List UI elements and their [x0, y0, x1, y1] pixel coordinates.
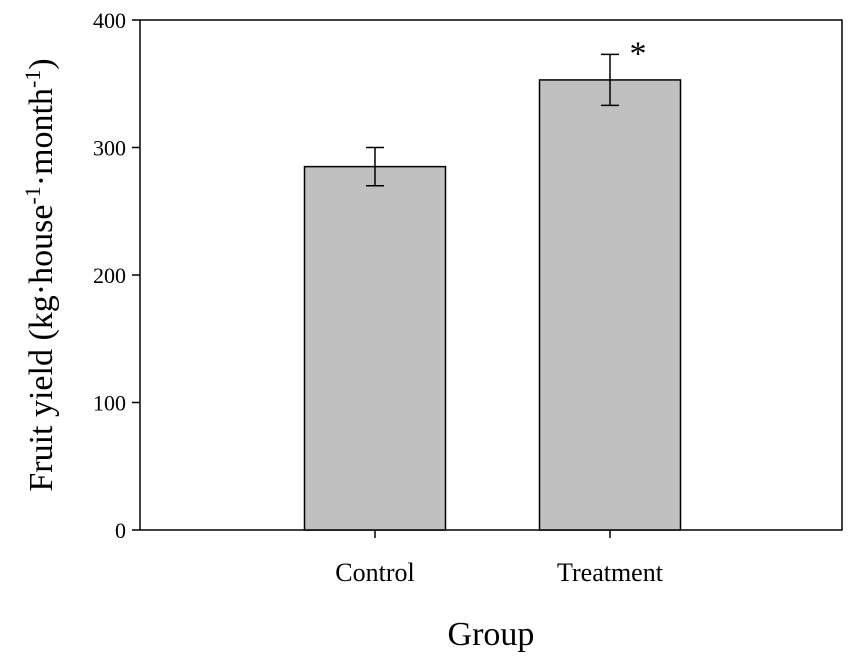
bars: * — [303, 35, 682, 531]
significance-marker: * — [630, 35, 647, 72]
y-axis-title-sup-2: -1 — [20, 70, 45, 88]
y-tick-label-2: 200 — [93, 263, 126, 288]
y-tick-label-0: 0 — [115, 518, 126, 543]
category-label-control: Control — [335, 558, 414, 587]
x-axis: Control Treatment — [335, 530, 664, 587]
category-label-treatment: Treatment — [557, 558, 664, 587]
plot-frame — [139, 19, 843, 531]
x-axis-title: Group — [448, 616, 535, 653]
y-axis-title-prefix: Fruit yield (kg·house — [23, 205, 60, 492]
y-axis-title: Fruit yield (kg·house-1·month-1) — [20, 58, 61, 491]
y-tick-label-3: 300 — [93, 136, 126, 161]
bar-control — [303, 165, 447, 531]
bar-treatment — [538, 79, 682, 531]
y-tick-label-1: 100 — [93, 391, 126, 416]
y-axis-title-suffix: ) — [23, 58, 60, 69]
y-axis: 0 100 200 300 400 — [93, 8, 140, 543]
y-axis-title-sup-1: -1 — [20, 186, 45, 204]
y-axis-title-middle: ·month — [23, 88, 60, 186]
y-tick-label-4: 400 — [93, 8, 126, 33]
